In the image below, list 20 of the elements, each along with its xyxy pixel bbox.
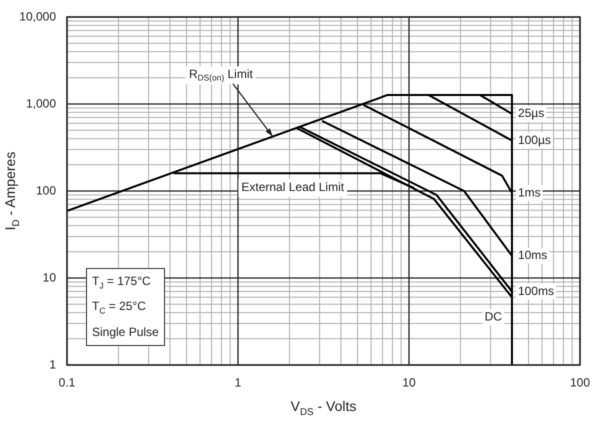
y-tick-label: 1,000 <box>26 96 56 110</box>
series-label: DC <box>484 310 502 324</box>
x-axis-title: V$_{DS}$ - Volts <box>290 398 358 418</box>
y-tick-label: 100 <box>36 183 56 198</box>
series-label: 100ms <box>518 284 554 298</box>
series-label: 1ms <box>518 185 541 200</box>
annotation: T$_{C}$ = 25°C <box>92 298 147 318</box>
series-label: 10ms <box>518 248 548 262</box>
annotation: Single Pulse <box>92 324 159 341</box>
series-label: 25µs <box>518 106 544 120</box>
annotation: T$_{J}$ = 175°C <box>92 273 152 292</box>
x-tick-label: 10 <box>402 376 416 390</box>
y-tick-label: 10 <box>42 270 56 284</box>
annotation: External Lead Limit <box>241 180 345 194</box>
series-label: 100µs <box>518 132 551 147</box>
y-tick-label: 10,000 <box>19 9 56 24</box>
x-tick-label: 1 <box>234 376 242 390</box>
y-tick-label: 1 <box>49 357 56 372</box>
x-tick-label: 100 <box>570 376 590 390</box>
x-tick-label: 0.1 <box>58 376 76 390</box>
